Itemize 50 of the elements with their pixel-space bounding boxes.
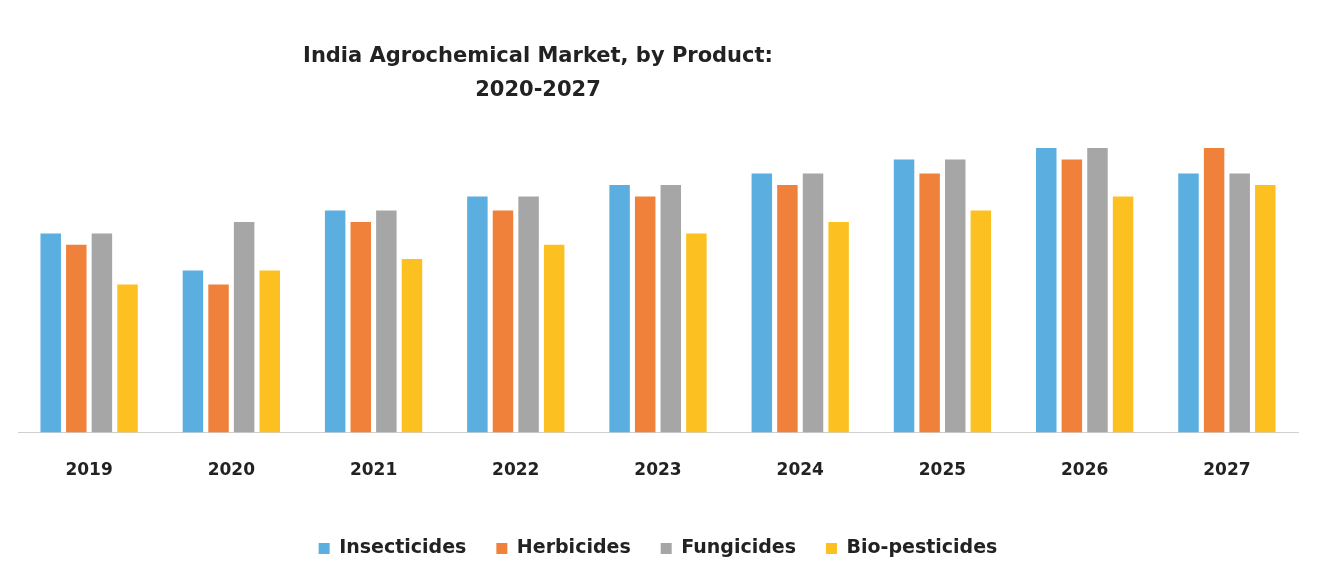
bar: [208, 284, 229, 433]
bar: [919, 173, 940, 433]
x-tick-label: 2019: [65, 459, 113, 480]
bar: [828, 222, 849, 433]
bar: [660, 185, 682, 433]
bar: [40, 233, 61, 433]
bar: [777, 185, 798, 433]
bar: [945, 159, 966, 433]
bar: [350, 222, 371, 433]
bar: [1061, 159, 1083, 433]
bar: [609, 185, 630, 433]
bar: [518, 196, 539, 433]
bar: [1112, 196, 1134, 433]
bar: [66, 244, 87, 433]
x-tick-label: 2022: [492, 459, 540, 480]
bar: [543, 244, 565, 433]
legend-label: Bio-pesticides: [846, 535, 998, 558]
x-tick-label: 2026: [1061, 459, 1109, 480]
bar: [751, 173, 773, 433]
x-tick-label: 2025: [918, 459, 967, 480]
bar: [1036, 148, 1057, 433]
bar: [1229, 173, 1250, 433]
bar: [1178, 173, 1199, 433]
bar: [376, 210, 397, 433]
bar: [182, 270, 204, 433]
x-tick-label: 2023: [634, 459, 682, 480]
bar: [893, 159, 915, 433]
bar: [233, 222, 255, 433]
bar: [802, 173, 824, 433]
bar: [91, 233, 113, 433]
bar: [634, 196, 656, 433]
bar: [117, 284, 138, 433]
bar: [259, 270, 280, 433]
legend-label: Fungicides: [681, 535, 796, 558]
x-tick-label: 2021: [349, 459, 398, 480]
bar: [467, 196, 488, 433]
bar: [1203, 148, 1225, 433]
bar: [686, 233, 707, 433]
x-tick-label: 2027: [1203, 459, 1251, 480]
bar: [1087, 148, 1108, 433]
bar: [1255, 185, 1276, 433]
legend-label: Herbicides: [516, 535, 631, 558]
legend-label: Insecticides: [339, 535, 467, 558]
bar: [970, 210, 992, 433]
bar: [324, 210, 346, 433]
x-tick-label: 2024: [776, 459, 825, 480]
x-tick-label: 2020: [207, 459, 256, 480]
chart-title: India Agrochemical Market, by Product: 2020-2027: [302, 42, 774, 103]
bar: [401, 258, 423, 433]
bar: [492, 210, 514, 433]
